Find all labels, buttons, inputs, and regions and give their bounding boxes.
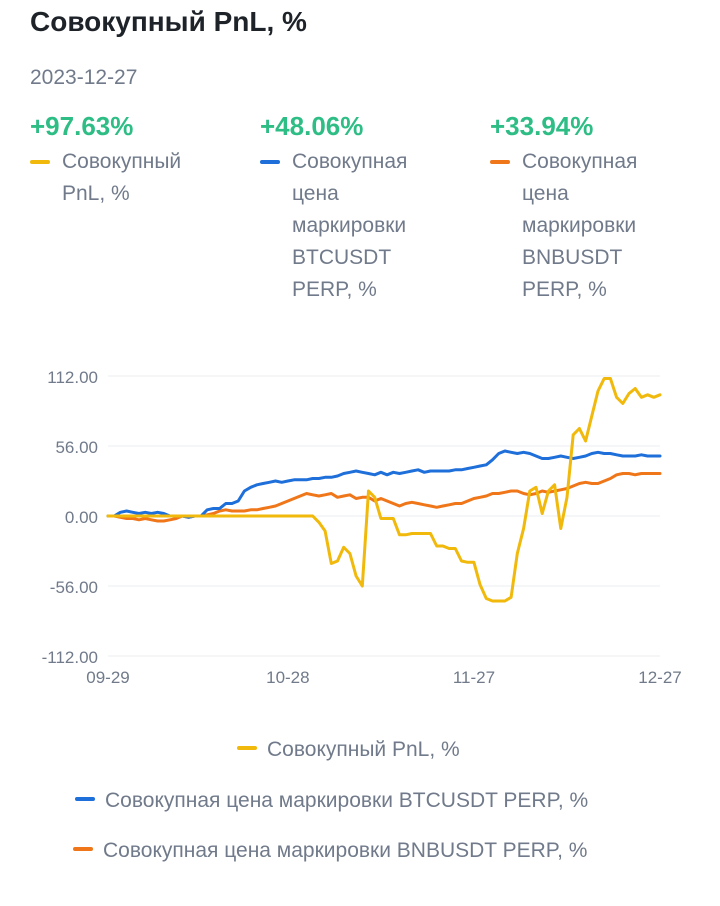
legend-dash-icon bbox=[75, 797, 95, 802]
legend-dash-icon bbox=[73, 847, 93, 852]
legend-item-bnb[interactable]: Совокупная цена маркировки BNBUSDT PERP,… bbox=[73, 836, 587, 866]
y-tick-label: 0.00 bbox=[65, 508, 98, 527]
legend-dash-icon bbox=[30, 160, 50, 164]
legend-dash-icon bbox=[260, 160, 280, 164]
stat-label-btc: Совокупная цена маркировки BTCUSDT PERP,… bbox=[292, 150, 408, 301]
series-line-2 bbox=[106, 472, 662, 523]
stat-legend-bnb: Совокупная цена маркировки BNBUSDT PERP,… bbox=[490, 146, 672, 306]
legend-label-btc: Совокупная цена маркировки BTCUSDT PERP,… bbox=[105, 789, 589, 812]
stat-btc[interactable]: +48.06% Совокупная цена маркировки BTCUS… bbox=[260, 110, 475, 306]
page-title: Совокупный PnL, % bbox=[30, 6, 307, 37]
y-tick-label: -112.00 bbox=[42, 648, 98, 667]
legend-dash-icon bbox=[490, 160, 510, 164]
legend-label-total-pnl: Совокупный PnL, % bbox=[267, 738, 460, 761]
legend-dash-icon bbox=[237, 746, 257, 751]
date-label: 2023-12-27 bbox=[30, 66, 138, 89]
x-tick-label: 09-29 bbox=[86, 668, 129, 687]
x-tick-label: 11-27 bbox=[453, 668, 495, 687]
legend-label-bnb: Совокупная цена маркировки BNBUSDT PERP,… bbox=[103, 839, 588, 862]
stat-label-total-pnl: Совокупный PnL, % bbox=[62, 150, 182, 205]
legend-item-total-pnl[interactable]: Совокупный PnL, % bbox=[237, 735, 460, 765]
legend-item-btc[interactable]: Совокупная цена маркировки BTCUSDT PERP,… bbox=[75, 786, 588, 816]
y-tick-label: 56.00 bbox=[55, 438, 98, 457]
stat-bnb[interactable]: +33.94% Совокупная цена маркировки BNBUS… bbox=[490, 110, 705, 306]
stat-legend-btc: Совокупная цена маркировки BTCUSDT PERP,… bbox=[260, 146, 442, 306]
stat-total-pnl[interactable]: +97.63% Совокупный PnL, % bbox=[30, 110, 245, 210]
y-tick-label: -56.00 bbox=[50, 578, 98, 597]
series-line-0 bbox=[106, 377, 662, 603]
pnl-chart[interactable]: 112.00 56.00 0.00 -56.00 -112.00 09-29 10-28 11… bbox=[0, 340, 720, 700]
x-tick-label: 12-27 bbox=[638, 668, 681, 687]
y-tick-label: 112.00 bbox=[47, 368, 98, 387]
stat-legend-total-pnl: Совокупный PnL, % bbox=[30, 146, 212, 210]
stat-value-bnb: +33.94% bbox=[490, 111, 594, 141]
stat-value-btc: +48.06% bbox=[260, 111, 364, 141]
stat-value-total-pnl: +97.63% bbox=[30, 111, 134, 141]
stats-row: +97.63% Совокупный PnL, % +48.06% Совоку… bbox=[30, 110, 710, 310]
x-tick-label: 10-28 bbox=[266, 668, 309, 687]
stat-label-bnb: Совокупная цена маркировки BNBUSDT PERP,… bbox=[522, 150, 638, 301]
